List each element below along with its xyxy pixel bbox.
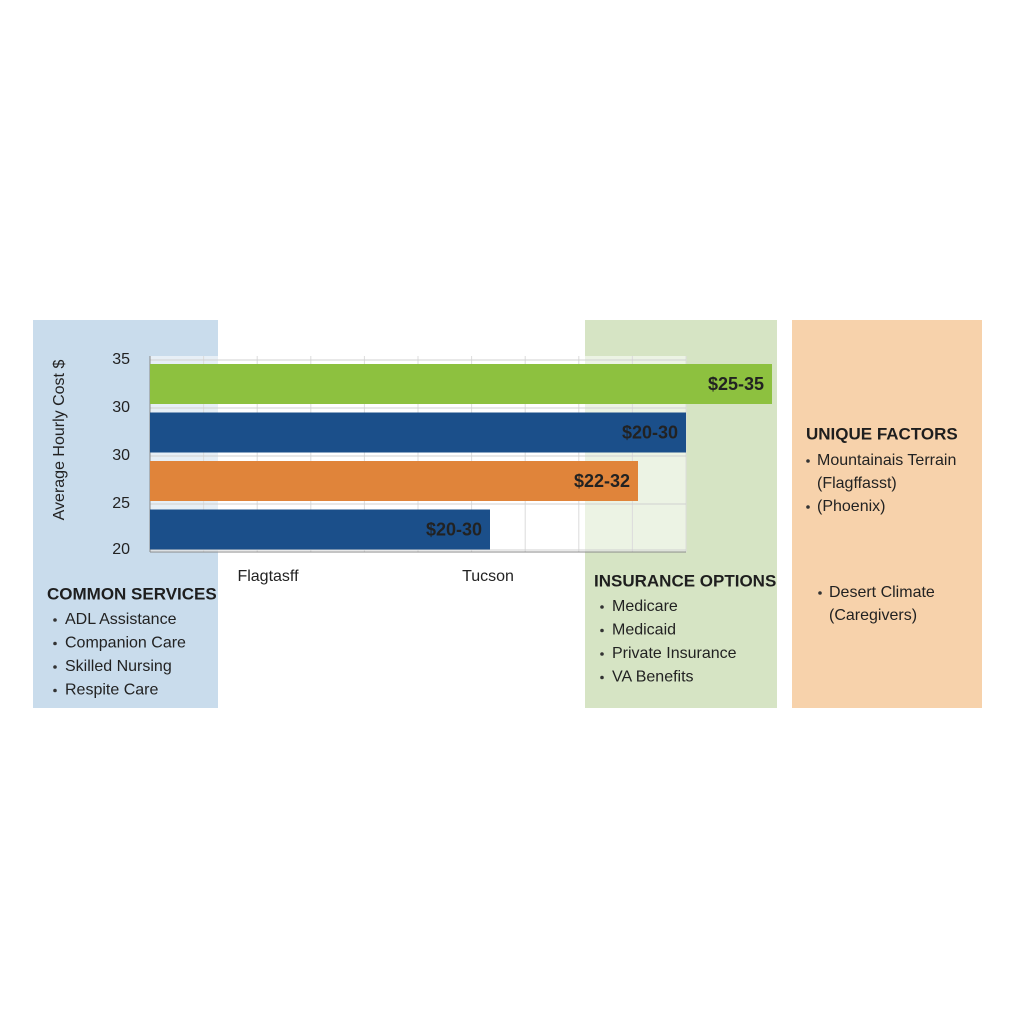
bullet: [806, 505, 810, 509]
bar-label: $22-32: [574, 471, 630, 491]
factors-panel: [792, 320, 982, 708]
bar: [150, 412, 686, 453]
row-label: 25: [112, 495, 130, 512]
list-item: (Caregivers): [829, 607, 917, 624]
bar: [150, 509, 490, 550]
list-item: Private Insurance: [612, 645, 737, 662]
panel-title: COMMON SERVICES: [47, 584, 217, 603]
x-label: Tucson: [462, 568, 514, 585]
list-item: VA Benefits: [612, 669, 694, 686]
x-label: Flagtasff: [237, 568, 299, 585]
list-item: ADL Assistance: [65, 611, 177, 628]
bar-label: $20-30: [622, 422, 678, 442]
list-item: Companion Care: [65, 635, 186, 652]
row-label: 30: [112, 447, 130, 464]
row-label: 35: [112, 351, 130, 368]
list-item: (Phoenix): [817, 498, 885, 515]
bullet: [53, 665, 57, 669]
list-item: Skilled Nursing: [65, 658, 172, 675]
bullet: [600, 652, 604, 656]
list-item: Desert Climate: [829, 584, 935, 601]
bullet: [600, 628, 604, 633]
list-item: Respite Care: [65, 682, 158, 699]
axis-title: Average Hourly Cost $: [51, 360, 68, 521]
row-label: 20: [112, 541, 130, 558]
bullet: [806, 459, 810, 463]
list-item: Mountainais Terrain: [817, 452, 956, 469]
bar-label: $20-30: [426, 519, 482, 539]
panel-title: UNIQUE FACTORS: [806, 424, 958, 443]
panel-title: INSURANCE OPTIONS: [594, 571, 776, 590]
bar-label: $25-35: [708, 374, 764, 394]
bullet: [818, 591, 822, 595]
bullet: [53, 618, 57, 622]
bar: [150, 364, 772, 404]
bar: [150, 461, 638, 501]
list-item: (Flagffasst): [817, 475, 897, 492]
row-label: 30: [112, 399, 130, 416]
bullet: [53, 641, 57, 646]
bullet: [600, 675, 604, 680]
bullet: [600, 605, 604, 609]
list-item: Medicare: [612, 598, 678, 615]
bullet: [53, 688, 57, 693]
list-item: Medicaid: [612, 622, 676, 639]
